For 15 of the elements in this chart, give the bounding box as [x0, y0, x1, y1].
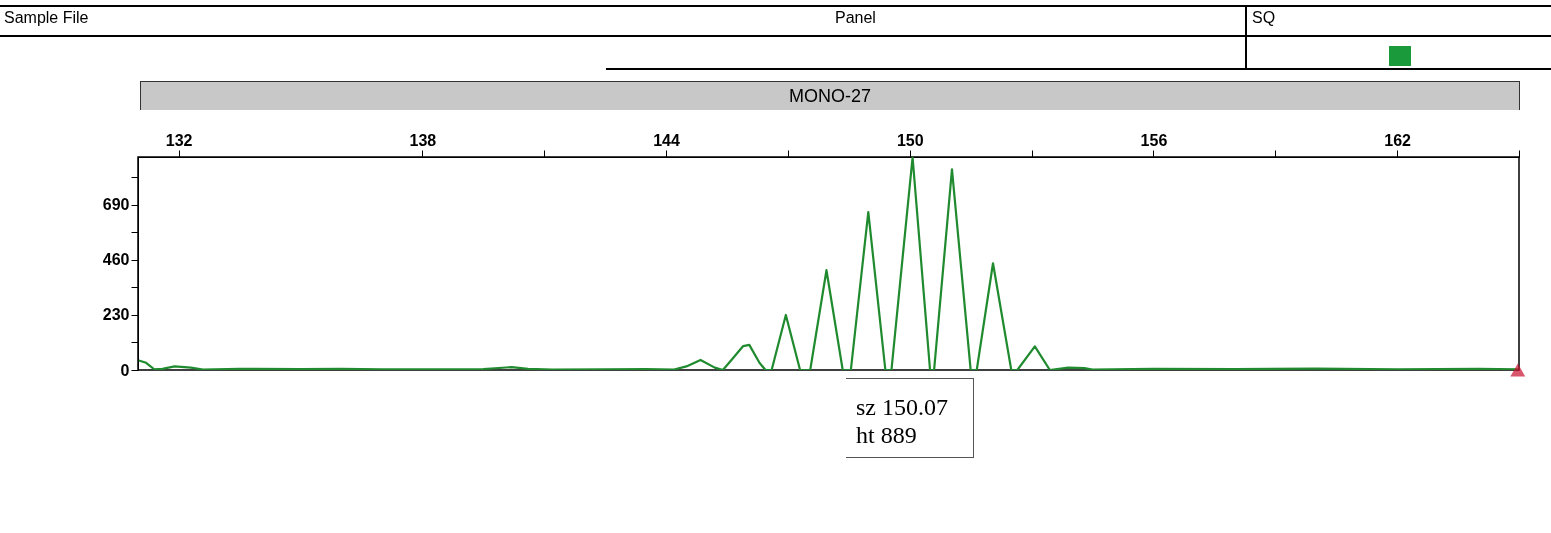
x-tick-label: 138	[409, 131, 437, 149]
text: sz 150.07 ht 889	[846, 378, 974, 458]
chart-title: MONO-27	[140, 81, 1520, 111]
y-tick-label: 460	[102, 251, 130, 269]
x-tick-label: 162	[1384, 131, 1412, 149]
text: Panel	[835, 9, 876, 27]
x-tick-label: 156	[1140, 131, 1168, 149]
text: SQ	[1252, 9, 1276, 27]
x-tick-label: 150	[896, 131, 924, 149]
y-tick-label: 0	[120, 361, 130, 379]
text: Sample File	[4, 9, 89, 27]
x-tick-label: 132	[165, 131, 193, 149]
y-tick-label: 690	[102, 196, 130, 214]
x-tick-label: 144	[653, 131, 680, 149]
y-tick-label: 230	[102, 306, 130, 324]
